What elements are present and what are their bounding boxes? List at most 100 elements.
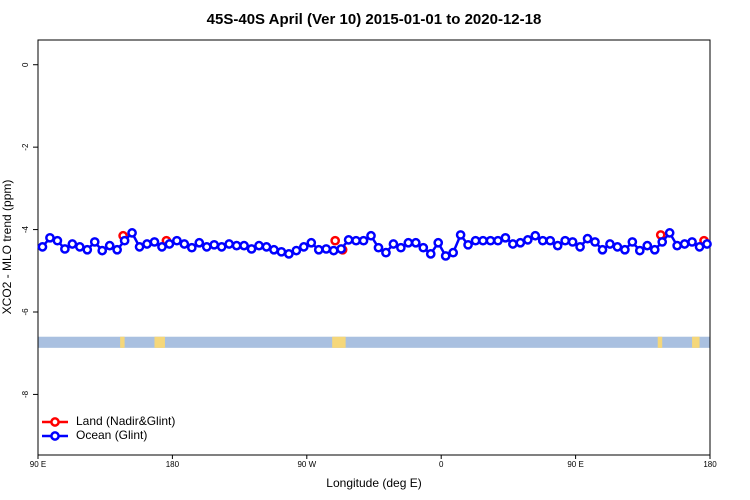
- data-point: [388, 239, 399, 249]
- data-point: [52, 235, 63, 246]
- data-point: [545, 235, 556, 246]
- data-point: [172, 235, 182, 246]
- data-point: [358, 235, 369, 246]
- data-point: [396, 242, 406, 253]
- y-tick-label: -8: [21, 390, 30, 398]
- data-point: [418, 242, 429, 253]
- data-point: [119, 235, 130, 246]
- data-point: [448, 247, 458, 258]
- data-point: [425, 249, 436, 259]
- data-point: [455, 230, 466, 240]
- data-point: [657, 237, 668, 247]
- data-point: [612, 242, 623, 252]
- data-point: [343, 235, 354, 245]
- data-point: [179, 239, 190, 249]
- data-point: [149, 237, 160, 247]
- data-point: [642, 240, 653, 251]
- ocean-strip: [38, 336, 710, 348]
- data-point: [313, 244, 324, 255]
- data-point: [157, 242, 167, 252]
- data-point: [186, 242, 197, 253]
- data-point: [522, 235, 533, 245]
- data-point: [515, 237, 526, 248]
- data-point: [575, 242, 585, 252]
- data-point: [328, 245, 339, 256]
- data-point: [500, 232, 511, 243]
- data-point: [97, 245, 108, 256]
- data-point: [552, 240, 563, 251]
- data-point: [373, 242, 384, 253]
- data-point: [330, 235, 341, 246]
- data-point: [560, 235, 570, 246]
- data-point: [224, 239, 234, 249]
- data-point: [634, 245, 645, 256]
- y-axis-label: XCO2 - MLO trend (ppm): [0, 180, 14, 315]
- data-point: [209, 239, 220, 250]
- data-point: [351, 235, 361, 246]
- data-point: [142, 239, 152, 249]
- data-point: [440, 251, 451, 261]
- data-point: [605, 239, 615, 249]
- data-point: [508, 239, 518, 249]
- x-tick-label: 180: [703, 460, 717, 469]
- data-point: [82, 244, 93, 255]
- data-point: [291, 245, 302, 256]
- data-point: [89, 237, 100, 247]
- y-tick-label: -4: [21, 225, 30, 233]
- land-patch: [120, 336, 125, 348]
- data-point: [239, 240, 249, 251]
- data-point: [478, 235, 488, 246]
- data-point: [284, 249, 294, 259]
- data-point: [582, 233, 593, 244]
- land-patch: [692, 336, 700, 348]
- data-point: [664, 228, 675, 238]
- data-point: [254, 240, 264, 251]
- data-point: [694, 242, 705, 252]
- data-point: [403, 237, 414, 248]
- data-point: [381, 247, 391, 258]
- x-axis-label: Longitude (deg E): [326, 476, 421, 490]
- data-point: [485, 235, 496, 246]
- data-point: [620, 244, 630, 255]
- data-point: [104, 240, 115, 251]
- x-tick-label: 90 E: [30, 460, 46, 469]
- data-point: [298, 242, 309, 252]
- data-point: [530, 230, 541, 241]
- data-point: [276, 246, 287, 257]
- data-point: [493, 235, 503, 246]
- legend-marker: [50, 417, 60, 427]
- data-point: [194, 237, 205, 248]
- data-point: [261, 242, 272, 252]
- legend-label: Land (Nadir&Glint): [76, 414, 175, 428]
- data-point: [410, 237, 421, 248]
- data-point: [134, 242, 145, 252]
- x-tick-label: 90 W: [297, 460, 316, 469]
- data-point: [470, 235, 481, 246]
- data-point: [567, 237, 578, 247]
- y-tick-label: -6: [21, 308, 30, 316]
- data-point: [679, 239, 690, 249]
- legend-marker: [50, 431, 60, 441]
- x-tick-label: 90 E: [567, 460, 583, 469]
- data-point: [433, 237, 444, 248]
- data-point: [216, 242, 227, 252]
- land-patch: [657, 336, 663, 348]
- data-point: [67, 239, 78, 249]
- land-patch: [332, 336, 346, 348]
- data-point: [687, 237, 697, 247]
- legend-label: Ocean (Glint): [76, 428, 147, 442]
- data-point: [672, 240, 682, 251]
- data-point: [702, 239, 712, 249]
- data-point: [627, 237, 638, 247]
- data-point: [231, 240, 242, 251]
- data-point: [306, 237, 317, 248]
- data-point: [201, 242, 212, 252]
- data-point: [336, 244, 346, 254]
- data-point: [321, 244, 332, 254]
- y-tick-label: 0: [21, 62, 30, 67]
- y-tick-label: -2: [21, 143, 30, 151]
- data-point: [74, 242, 85, 252]
- data-point: [537, 235, 548, 246]
- data-point: [590, 237, 600, 247]
